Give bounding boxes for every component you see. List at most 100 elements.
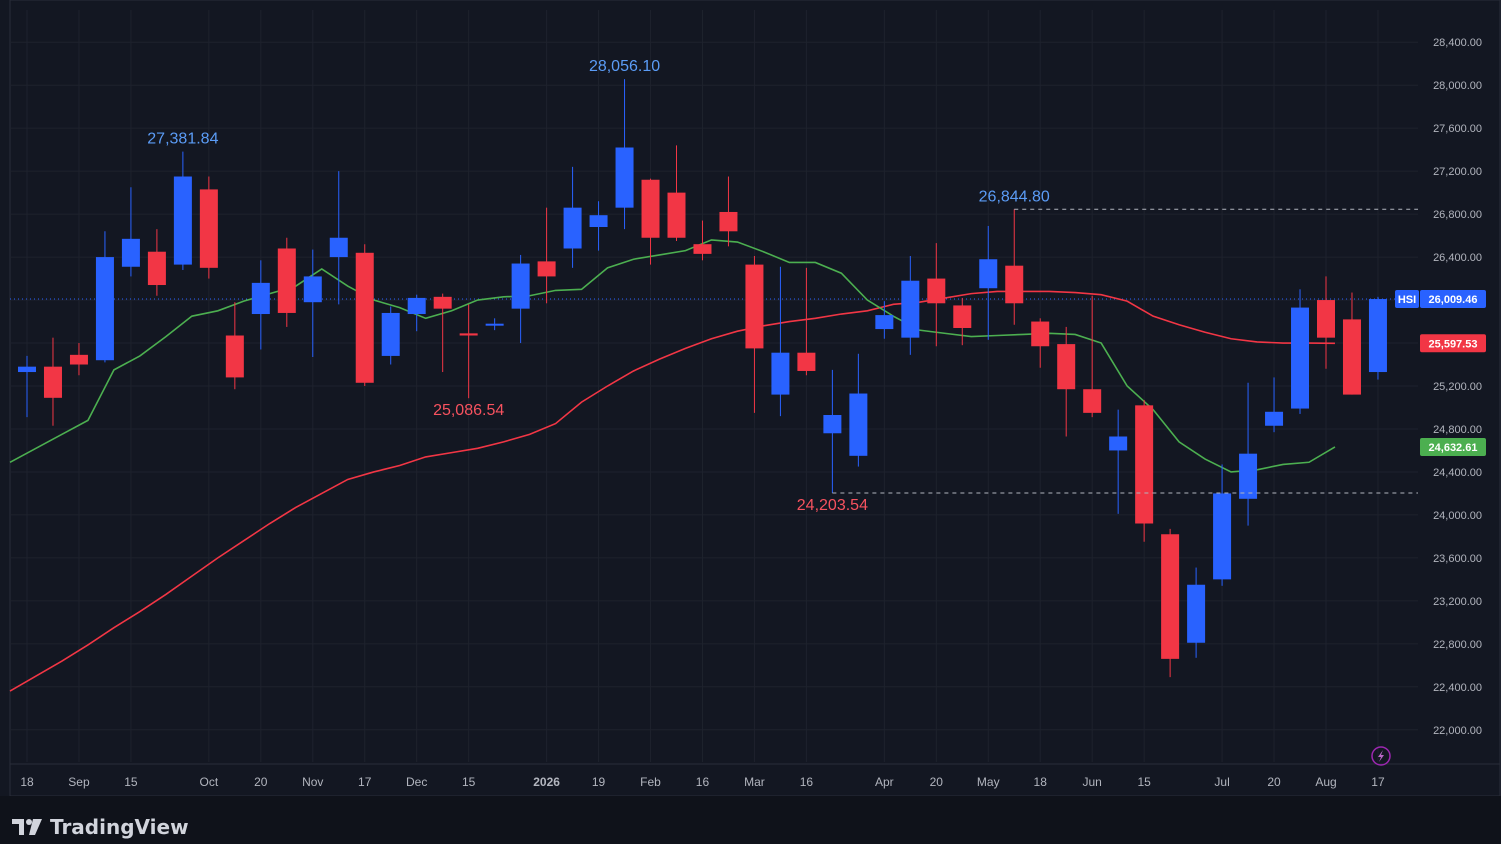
candle-body <box>355 252 374 383</box>
candle-body <box>485 323 504 326</box>
candle-body <box>303 276 322 303</box>
candle[interactable] <box>147 229 166 296</box>
candle[interactable] <box>927 243 946 347</box>
candle[interactable] <box>1368 296 1387 380</box>
candle[interactable] <box>485 318 504 331</box>
x-tick-label: 2026 <box>533 775 560 789</box>
candle[interactable] <box>277 237 296 327</box>
lightning-icon-ring <box>1371 746 1391 766</box>
candle[interactable] <box>1342 292 1361 395</box>
candle-body <box>1342 319 1361 395</box>
moving-average-fast-line <box>9 239 1336 473</box>
candle[interactable] <box>355 244 374 386</box>
candle[interactable] <box>1083 295 1102 418</box>
y-tick-label: 22,000.00 <box>1433 725 1482 737</box>
candle-body <box>745 264 764 349</box>
x-tick-label: 15 <box>124 775 138 789</box>
candle[interactable] <box>1031 318 1050 368</box>
candlestick-chart[interactable]: 22,000.00 22,400.00 22,800.00 23,200.00 23,6… <box>0 0 1501 796</box>
candle[interactable] <box>511 254 530 344</box>
brand-name: TradingView <box>50 815 189 839</box>
candle-body <box>147 251 166 286</box>
x-tick-label: 20 <box>1267 775 1281 789</box>
candle[interactable] <box>641 178 660 265</box>
x-tick-label: Nov <box>302 775 323 789</box>
candle[interactable] <box>667 145 686 241</box>
candle[interactable] <box>459 304 478 399</box>
candle[interactable] <box>979 225 998 340</box>
candle[interactable] <box>745 256 764 413</box>
tradingview-brand[interactable]: TradingView <box>12 815 189 839</box>
candle[interactable] <box>615 79 634 230</box>
y-tick-label: 23,200.00 <box>1433 596 1482 608</box>
candle[interactable] <box>537 207 556 304</box>
moving-average-slow-line <box>9 290 1335 692</box>
price-axis-label[interactable]: 24,632.61 <box>1420 437 1486 456</box>
candle-body <box>1291 307 1310 409</box>
candle[interactable] <box>563 166 582 268</box>
candle[interactable] <box>199 176 218 279</box>
candle[interactable] <box>823 369 842 494</box>
lightning-icon-bolt <box>1378 750 1384 762</box>
candle-body <box>1239 453 1258 499</box>
candle[interactable] <box>1213 464 1232 586</box>
candle[interactable] <box>1161 528 1180 678</box>
candle[interactable] <box>1057 326 1076 437</box>
symbol-tag-bg <box>1395 290 1419 309</box>
price-tag-bg <box>1420 437 1486 456</box>
lightning-icon[interactable] <box>1371 746 1391 766</box>
candle[interactable] <box>875 301 894 339</box>
candle-body <box>901 280 920 338</box>
candle[interactable] <box>849 353 868 467</box>
candle[interactable] <box>797 267 816 376</box>
candle-body <box>433 296 452 309</box>
price-axis-label[interactable]: 25,597.53 <box>1420 334 1486 353</box>
candle[interactable] <box>1239 382 1258 526</box>
candle[interactable] <box>771 266 790 417</box>
candle[interactable] <box>407 294 426 332</box>
candle[interactable] <box>1265 377 1284 433</box>
candle[interactable] <box>719 176 738 247</box>
candle[interactable] <box>173 151 192 270</box>
candle[interactable] <box>43 337 62 426</box>
candle[interactable] <box>433 293 452 373</box>
candle[interactable] <box>329 171 348 305</box>
candle[interactable] <box>693 220 712 261</box>
y-tick-label: 27,600.00 <box>1433 123 1482 135</box>
candle-body <box>1031 321 1050 347</box>
candle[interactable] <box>121 187 140 277</box>
y-tick-label: 26,800.00 <box>1433 209 1482 221</box>
candle[interactable] <box>901 256 920 355</box>
candle[interactable] <box>225 302 244 390</box>
candle[interactable] <box>18 355 36 418</box>
candle-body <box>849 393 868 456</box>
candle[interactable] <box>1317 276 1335 369</box>
candle-body <box>1161 534 1180 659</box>
candle[interactable] <box>303 249 322 357</box>
candle[interactable] <box>1291 289 1310 414</box>
candle-body <box>511 263 530 309</box>
candle[interactable] <box>95 231 114 363</box>
candle-body <box>875 315 894 330</box>
candle[interactable] <box>1005 209 1024 325</box>
x-tick-label: Mar <box>744 775 765 789</box>
x-tick-label: 15 <box>462 775 476 789</box>
candle[interactable] <box>1135 399 1154 542</box>
candle[interactable] <box>1187 567 1206 658</box>
candle[interactable] <box>251 260 270 350</box>
candle[interactable] <box>953 297 972 346</box>
candle[interactable] <box>1109 409 1128 514</box>
candle[interactable] <box>69 343 88 376</box>
candle-body <box>329 237 348 258</box>
candle[interactable] <box>381 306 400 365</box>
y-tick-label: 24,800.00 <box>1433 424 1482 436</box>
x-tick-label: 16 <box>800 775 814 789</box>
y-tick-label: 28,000.00 <box>1433 80 1482 92</box>
x-tick-label: Jun <box>1083 775 1102 789</box>
price-axis-label[interactable]: HSI 26,009.46 <box>1395 290 1486 309</box>
x-tick-label: 15 <box>1137 775 1151 789</box>
candle[interactable] <box>589 201 608 251</box>
candle-body <box>667 192 686 238</box>
candle-body <box>18 366 36 373</box>
